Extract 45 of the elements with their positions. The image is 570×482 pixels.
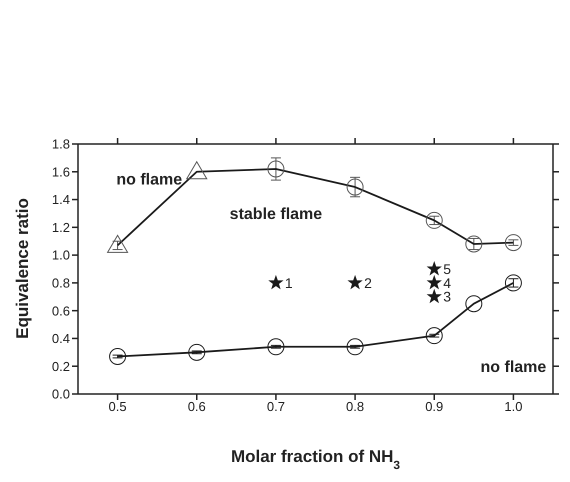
y-tick-label: 0.4 [52, 331, 70, 346]
point [267, 160, 284, 178]
y-tick-label: 1.6 [52, 164, 70, 180]
y-tick-label: 0.2 [52, 358, 70, 374]
x-tick-label: 0.8 [346, 399, 364, 414]
point [428, 262, 441, 275]
x-tick-label: 1.0 [504, 399, 522, 414]
x-tick-label: 0.9 [425, 399, 444, 414]
y-tick-label: 0.6 [52, 303, 70, 318]
point [465, 236, 482, 252]
point [504, 234, 522, 252]
annotation: 3 [443, 288, 452, 305]
point [426, 212, 443, 229]
x-tick-label: 0.6 [188, 399, 206, 414]
point [269, 276, 283, 289]
y-tick-label: 1.2 [52, 220, 70, 235]
annotation: 5 [443, 260, 452, 277]
point [109, 348, 126, 365]
y-tick-label: 1.4 [52, 192, 70, 208]
point [465, 295, 482, 312]
point [186, 161, 208, 180]
annotation: stable flame [230, 206, 322, 224]
annotation: 2 [364, 274, 372, 291]
annotation: 4 [443, 274, 452, 291]
y-tick-label: 1.0 [52, 248, 70, 263]
point [267, 338, 284, 356]
annotation: no flame [116, 171, 182, 188]
point [346, 178, 364, 196]
point [346, 338, 364, 356]
x-tick-label: 0.7 [266, 399, 285, 414]
point [107, 234, 128, 253]
x-tick-label: 0.5 [108, 399, 127, 414]
y-axis-title: Equivalence ratio [13, 198, 32, 339]
point [188, 344, 206, 361]
y-tick-label: 0.0 [52, 386, 70, 402]
y-tick-label: 0.8 [52, 276, 70, 291]
point [504, 274, 522, 292]
point [428, 276, 441, 289]
annotation: 1 [284, 274, 293, 291]
point [428, 290, 441, 303]
annotation: no flame [480, 358, 546, 376]
x-axis-title: Molar fraction of NH$_{3}$ [230, 447, 400, 472]
point [348, 276, 362, 289]
point [426, 327, 443, 344]
y-tick-label: 1.8 [52, 136, 70, 152]
